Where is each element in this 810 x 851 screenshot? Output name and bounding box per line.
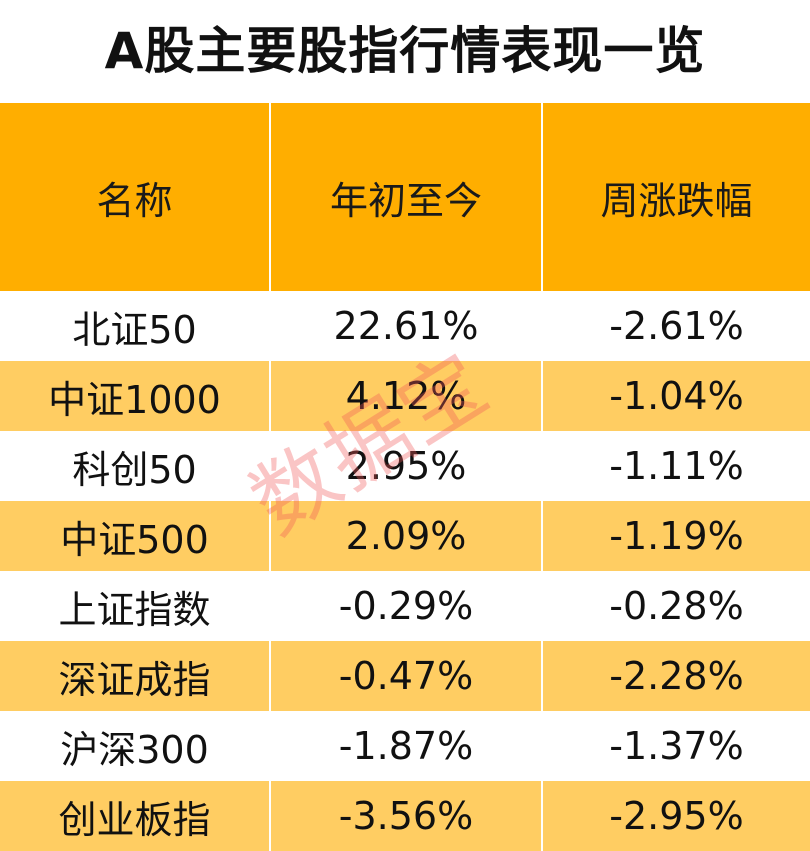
ytd-cell: -3.56% bbox=[270, 781, 543, 851]
weekly-change-cell: -1.37% bbox=[542, 711, 810, 781]
index-name-cell: 深证成指 bbox=[0, 641, 271, 711]
ytd-cell: 2.95% bbox=[270, 431, 543, 501]
index-name-cell: 创业板指 bbox=[0, 781, 271, 851]
table-row: 创业板指 -3.56% -2.95% bbox=[0, 781, 810, 851]
index-name-cell: 中证500 bbox=[0, 501, 271, 571]
table-header-row: 名称 年初至今 周涨跌幅 bbox=[0, 103, 810, 291]
ytd-cell: 22.61% bbox=[270, 291, 543, 361]
table-row: 沪深300 -1.87% -1.37% bbox=[0, 711, 810, 781]
ytd-cell: -0.47% bbox=[270, 641, 543, 711]
index-name-cell: 上证指数 bbox=[0, 571, 271, 641]
index-performance-table: 名称 年初至今 周涨跌幅 北证50 22.61% -2.61% 中证1000 4… bbox=[0, 103, 810, 851]
page-title: A股主要股指行情表现一览 bbox=[104, 22, 706, 80]
table-row: 中证1000 4.12% -1.04% bbox=[0, 361, 810, 431]
table-row: 北证50 22.61% -2.61% bbox=[0, 291, 810, 361]
index-name-cell: 北证50 bbox=[0, 291, 271, 361]
index-name-cell: 中证1000 bbox=[0, 361, 271, 431]
column-header-ytd: 年初至今 bbox=[270, 103, 543, 291]
ytd-cell: -1.87% bbox=[270, 711, 543, 781]
table-row: 中证500 2.09% -1.19% bbox=[0, 501, 810, 571]
ytd-cell: 2.09% bbox=[270, 501, 543, 571]
index-name-cell: 科创50 bbox=[0, 431, 271, 501]
index-name-cell: 沪深300 bbox=[0, 711, 271, 781]
weekly-change-cell: -2.61% bbox=[542, 291, 810, 361]
ytd-cell: -0.29% bbox=[270, 571, 543, 641]
weekly-change-cell: -1.19% bbox=[542, 501, 810, 571]
weekly-change-cell: -2.28% bbox=[542, 641, 810, 711]
column-header-weekly-change: 周涨跌幅 bbox=[542, 103, 810, 291]
weekly-change-cell: -1.11% bbox=[542, 431, 810, 501]
weekly-change-cell: -1.04% bbox=[542, 361, 810, 431]
table-row: 上证指数 -0.29% -0.28% bbox=[0, 571, 810, 641]
weekly-change-cell: -2.95% bbox=[542, 781, 810, 851]
column-header-name: 名称 bbox=[0, 103, 271, 291]
weekly-change-cell: -0.28% bbox=[542, 571, 810, 641]
table-row: 科创50 2.95% -1.11% bbox=[0, 431, 810, 501]
ytd-cell: 4.12% bbox=[270, 361, 543, 431]
table-row: 深证成指 -0.47% -2.28% bbox=[0, 641, 810, 711]
